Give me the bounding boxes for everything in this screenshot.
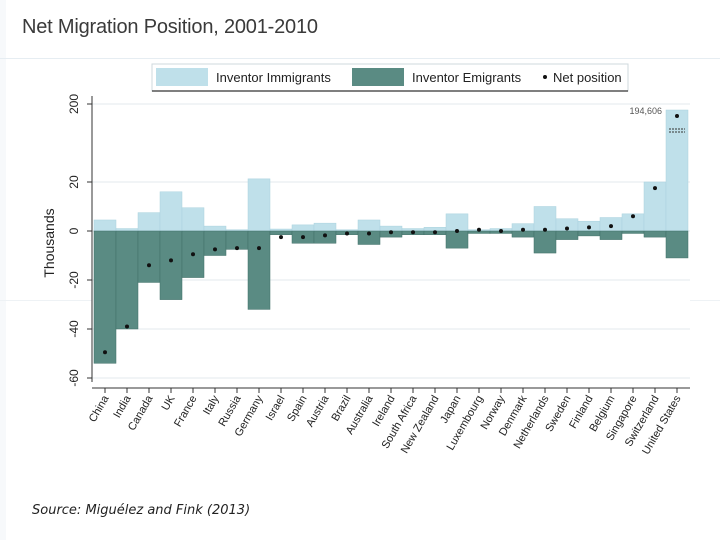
emigrants-bar [621,230,645,234]
emigrants-bar [137,230,161,283]
x-tick-label: UK [160,393,178,413]
legend-label-immigrants: Inventor Immigrants [216,70,331,85]
emigrants-bar [93,230,117,364]
emigrants-bar [115,230,139,330]
net-position-point [653,186,657,191]
net-position-point [543,227,547,232]
emigrants-bar [511,230,535,238]
y-tick-label: -20 [67,271,81,289]
x-tick-label: China [87,393,112,425]
emigrants-bar [533,230,557,254]
value-annotation: 194,606 [629,106,662,116]
net-position-point [521,227,525,232]
x-tick-label: Italy [201,393,222,417]
x-tick-label: India [111,393,134,420]
net-position-point [125,324,129,329]
net-position-point [103,350,107,355]
immigrants-bar [445,213,469,232]
y-tick-label: 200 [67,94,81,114]
legend: Inventor Immigrants Inventor Emigrants Net… [151,63,629,92]
net-position-point [587,225,591,230]
slide-left-edge [0,0,6,540]
net-position-point [411,230,415,235]
net-position-point [367,231,371,236]
net-position-point [565,226,569,231]
x-tick-label: Israel [264,394,288,423]
immigrants-bar [533,206,557,232]
net-position-point [675,114,679,118]
emigrants-bar [577,230,601,237]
bars [93,109,689,364]
net-position-point [389,230,393,235]
immigrants-bar [313,222,337,232]
slide-title: Net Migration Position, 2001-2010 [22,16,318,38]
immigrants-bar [357,219,381,232]
emigrants-bar [203,230,227,256]
net-position-point [433,230,437,235]
immigrants-bar [115,228,139,232]
net-position-point [323,233,327,238]
emigrants-bar [269,230,293,235]
y-tick-label: -40 [67,320,81,338]
net-position-point [345,231,349,236]
legend-marker-net [543,75,547,79]
immigrants-bar [203,225,227,232]
net-position-point [147,263,151,268]
y-tick-label: 20 [67,175,81,189]
emigrants-bar [445,230,469,249]
decorative-divider [0,58,720,59]
y-tick-label: 0 [67,227,81,234]
emigrants-bar [643,230,667,238]
net-position-point [257,246,261,251]
emigrants-bar [555,230,579,240]
net-position-point [499,229,503,233]
immigrants-bar [247,178,271,232]
y-tick-label: -60 [67,369,81,387]
net-position-point [631,214,635,219]
x-tick-label: Austria [304,393,332,429]
net-position-point [213,247,217,252]
emigrants-bar [247,230,271,310]
net-position-point [301,235,305,240]
net-position-point [279,235,283,240]
emigrants-bar [665,230,689,259]
immigrants-bar [665,109,689,232]
net-position-point [169,258,173,263]
immigrants-bar [159,191,183,232]
net-position-point [609,224,613,229]
immigrants-bar [291,224,315,232]
net-position-point [455,229,459,233]
emigrants-bar [159,230,183,300]
legend-label-net: Net position [553,70,622,85]
y-axis-title: Thousands [41,208,57,277]
immigrants-bar [137,212,161,232]
legend-label-emigrants: Inventor Emigrants [412,70,522,85]
emigrants-bar [357,230,381,245]
net-position-point [477,227,481,232]
immigrants-bar [181,207,205,232]
immigrants-bar [93,219,117,232]
net-position-point [191,252,195,257]
emigrants-bar [599,230,623,240]
source-note: Source: Miguélez and Fink (2013) [32,503,251,518]
immigrants-bar [269,228,293,232]
legend-swatch-emigrants [352,68,404,86]
legend-swatch-immigrants [156,68,208,86]
net-position-point [235,246,239,251]
